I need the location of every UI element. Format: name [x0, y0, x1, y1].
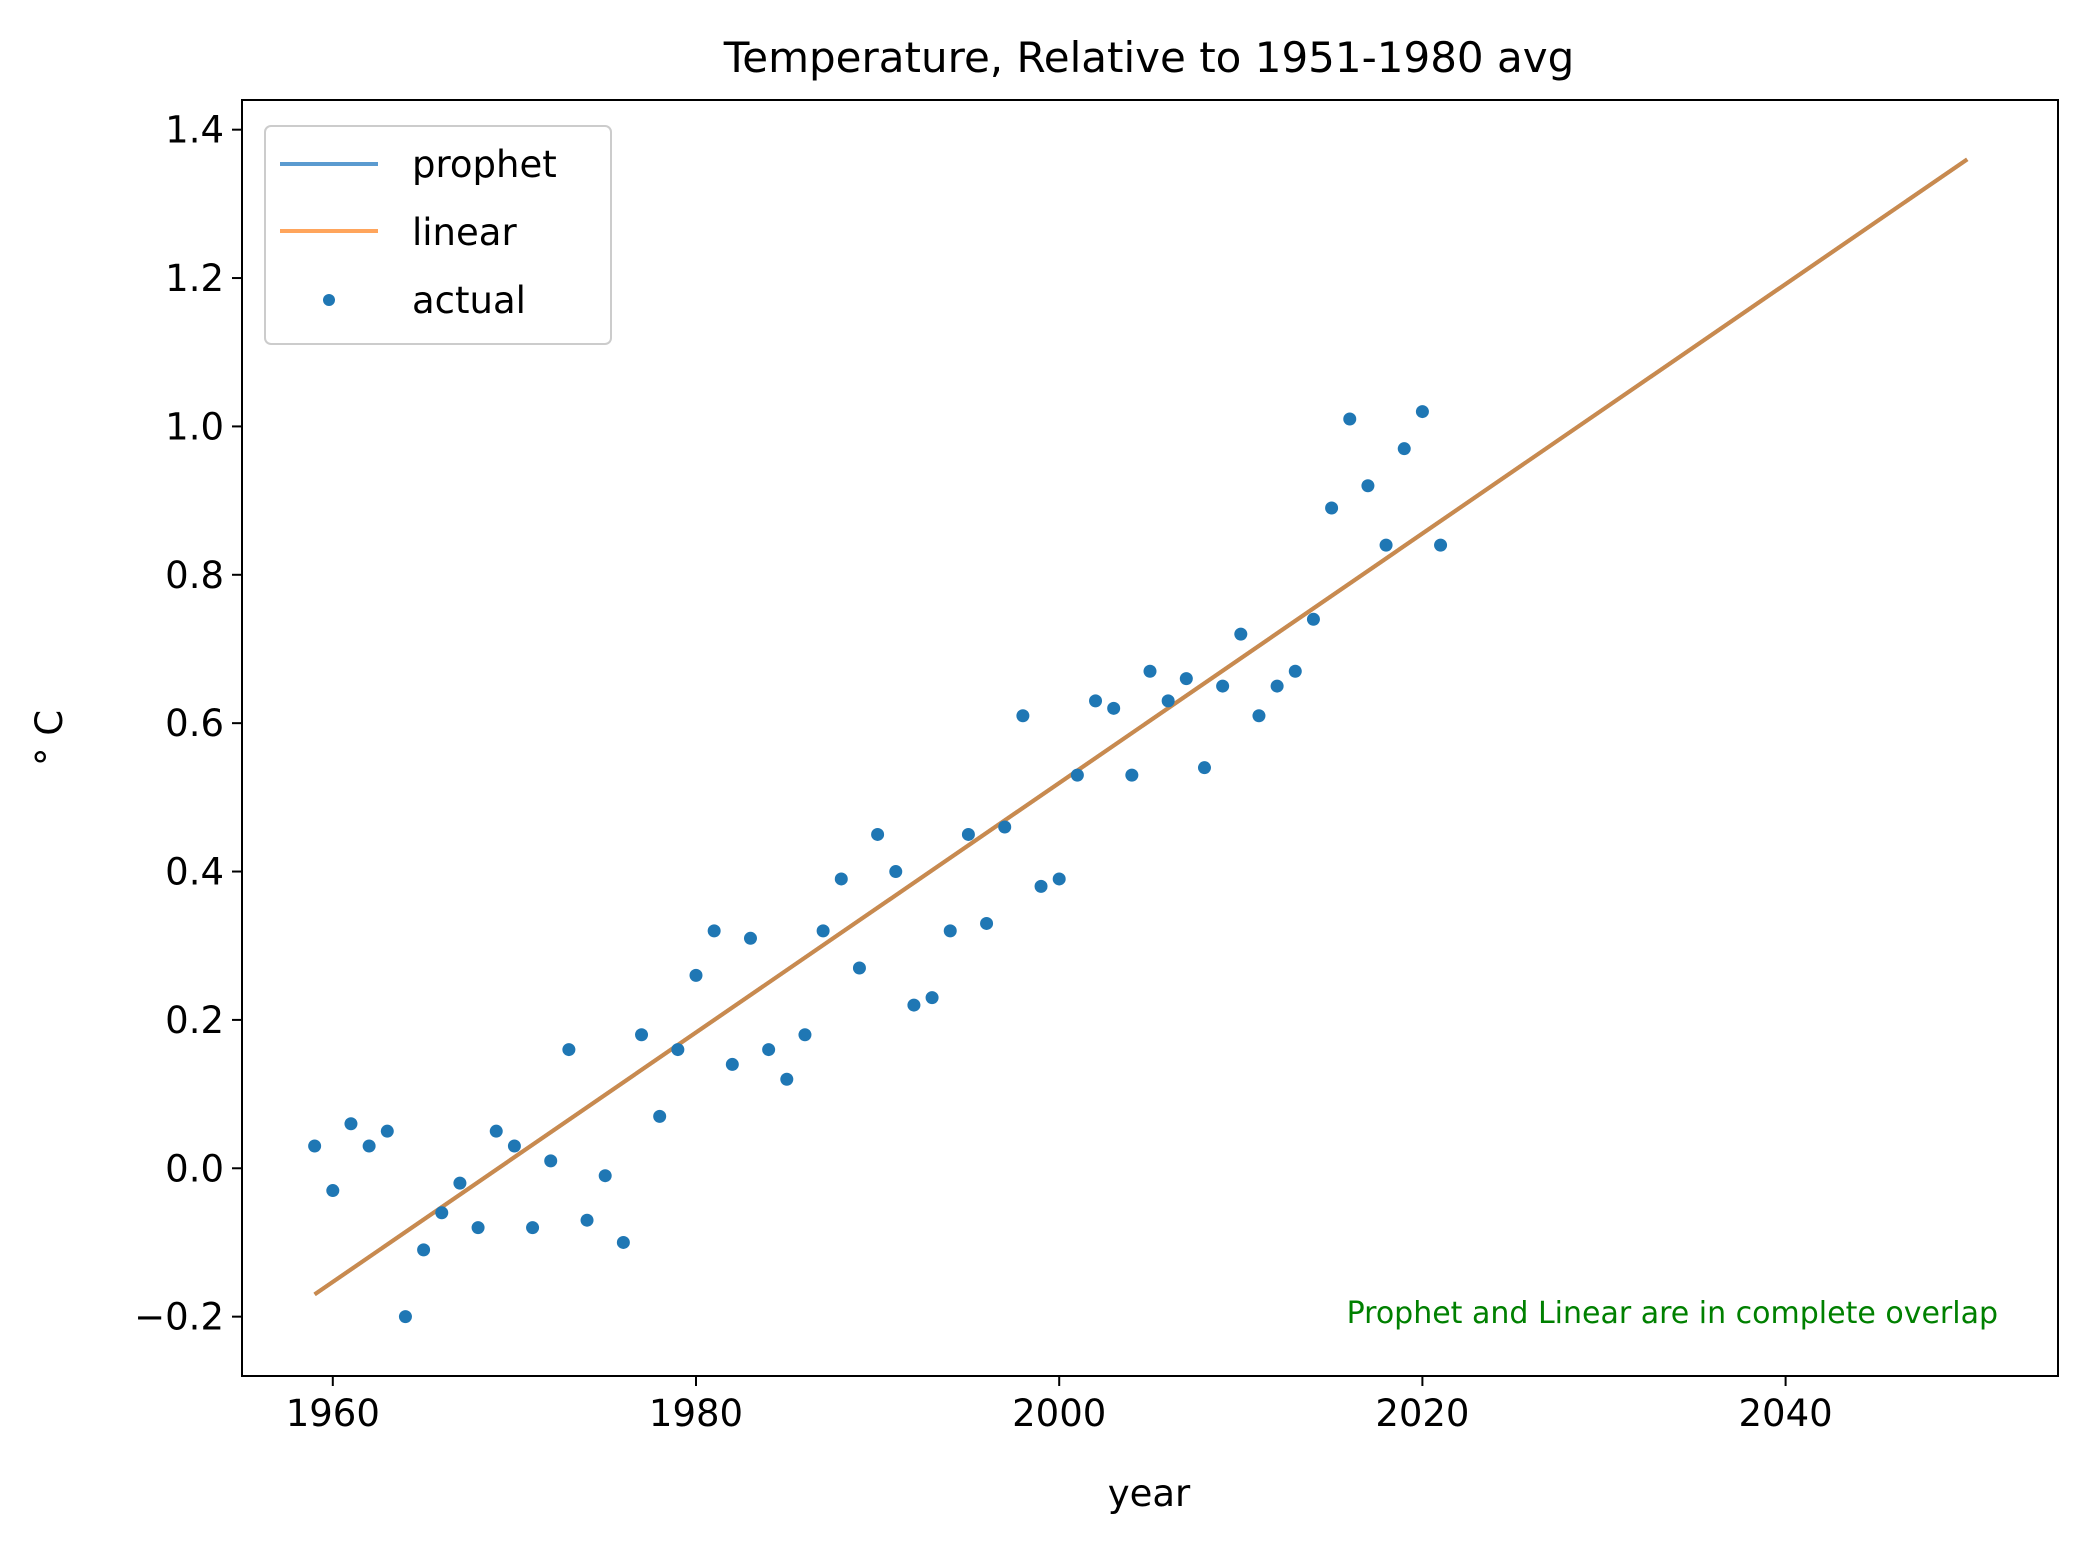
scatter-point	[1052, 872, 1066, 886]
scatter-point	[707, 924, 721, 938]
x-tick-label: 2020	[1375, 1392, 1469, 1435]
scatter-point	[1016, 709, 1030, 723]
legend-label-prophet: prophet	[412, 143, 557, 186]
y-tick-label: 1.0	[165, 405, 224, 448]
scatter-point	[780, 1072, 794, 1086]
scatter-point	[308, 1139, 322, 1153]
chart-title: Temperature, Relative to 1951-1980 avg	[723, 33, 1575, 82]
scatter-point	[1216, 679, 1230, 693]
scatter-point	[1161, 694, 1175, 708]
y-tick-label: 0.0	[165, 1147, 224, 1190]
plot-frame	[241, 99, 2059, 1377]
legend-frame	[264, 125, 612, 345]
scatter-point	[1397, 442, 1411, 456]
scatter-point	[380, 1124, 394, 1138]
y-tick-label: −0.2	[134, 1296, 224, 1339]
y-tick-label: 1.4	[165, 109, 224, 152]
scatter-point	[816, 924, 830, 938]
scatter-point	[798, 1028, 812, 1042]
scatter-point	[616, 1235, 630, 1249]
y-tick-label: 1.2	[165, 257, 224, 300]
scatter-point	[598, 1169, 612, 1183]
scatter-point	[907, 998, 921, 1012]
scatter-point	[1252, 709, 1266, 723]
scatter-point	[762, 1043, 776, 1057]
scatter-point	[925, 991, 939, 1005]
overlap-annotation: Prophet and Linear are in complete overl…	[1347, 1296, 1998, 1331]
x-axis: 1960 1980 2000 2020 2040	[286, 1376, 1833, 1435]
scatter-point	[362, 1139, 376, 1153]
x-tick-label: 2000	[1012, 1392, 1106, 1435]
scatter-point	[961, 827, 975, 841]
legend-label-linear: linear	[412, 211, 517, 254]
scatter-point	[326, 1184, 340, 1198]
overlap-line	[313, 157, 1969, 1297]
scatter-point	[1125, 768, 1139, 782]
scatter-point	[453, 1176, 467, 1190]
scatter-point	[852, 961, 866, 975]
scatter-point	[417, 1243, 431, 1257]
x-axis-label: year	[1108, 1472, 1191, 1515]
scatter-point	[653, 1109, 667, 1123]
scatter-point	[1089, 694, 1103, 708]
scatter-point	[1179, 672, 1193, 686]
scatter-point	[580, 1213, 594, 1227]
scatter-point	[998, 820, 1012, 834]
scatter-point	[1143, 664, 1157, 678]
scatter-point	[871, 827, 885, 841]
scatter-point	[1415, 405, 1429, 419]
scatter-point	[526, 1221, 540, 1235]
x-tick-label: 2040	[1739, 1392, 1833, 1435]
scatter-point	[471, 1221, 485, 1235]
scatter-point	[1234, 627, 1248, 641]
scatter-point	[671, 1043, 685, 1057]
scatter-point	[743, 931, 757, 945]
y-tick-label: 0.6	[165, 702, 224, 745]
scatter-point	[344, 1117, 358, 1131]
x-tick-label: 1980	[649, 1392, 743, 1435]
scatter-point	[889, 865, 903, 879]
scatter-point	[489, 1124, 503, 1138]
y-axis-label: ° C	[28, 710, 71, 766]
scatter-point	[1343, 412, 1357, 426]
scatter-point	[725, 1057, 739, 1071]
scatter-point	[980, 916, 994, 930]
scatter-point	[1197, 761, 1211, 775]
scatter-point	[1306, 612, 1320, 626]
scatter-point	[1070, 768, 1084, 782]
scatter-point	[1325, 501, 1339, 515]
scatter-point	[1379, 538, 1393, 552]
scatter-point	[635, 1028, 649, 1042]
scatter-point	[1288, 664, 1302, 678]
scatter-point	[943, 924, 957, 938]
y-tick-label: 0.2	[165, 999, 224, 1042]
y-tick-label: 0.8	[165, 554, 224, 597]
scatter-point	[507, 1139, 521, 1153]
scatter-point	[834, 872, 848, 886]
legend-swatch-actual	[323, 294, 335, 306]
scatter-point	[1034, 879, 1048, 893]
legend-label-actual: actual	[412, 279, 526, 322]
x-tick-label: 1960	[286, 1392, 380, 1435]
scatter-point	[562, 1043, 576, 1057]
y-axis: −0.2 0.0 0.2 0.4 0.6 0.8 1.0 1.2 1.4	[134, 109, 242, 1339]
scatter-point	[544, 1154, 558, 1168]
scatter-point	[435, 1206, 449, 1220]
scatter-point	[1361, 479, 1375, 493]
scatter-point	[1270, 679, 1284, 693]
scatter-point	[689, 968, 703, 982]
scatter-point	[1434, 538, 1448, 552]
y-tick-label: 0.4	[165, 851, 224, 894]
legend: prophet linear actual	[264, 125, 612, 345]
scatter-point	[398, 1310, 412, 1324]
scatter-point	[1107, 701, 1121, 715]
points-layer	[308, 405, 1448, 1324]
lines-layer	[313, 157, 1969, 1297]
